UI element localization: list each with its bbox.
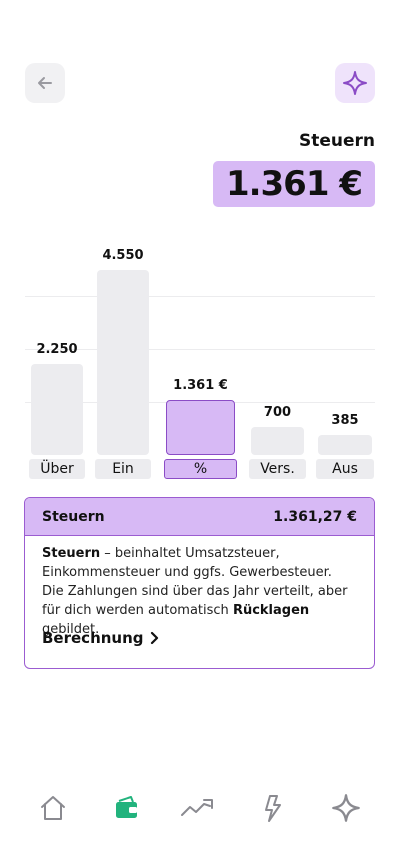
nav-wallet[interactable]	[108, 790, 144, 826]
back-button[interactable]	[25, 63, 65, 103]
nav-home[interactable]	[35, 790, 71, 826]
arrow-left-icon	[38, 77, 52, 89]
bar-value-label: 1.361 €	[173, 378, 228, 393]
category-tab[interactable]: %	[164, 459, 237, 479]
bar-3[interactable]	[251, 427, 304, 455]
desc-bold-term: Steuern	[42, 546, 101, 561]
home-icon	[41, 796, 65, 820]
trend-icon	[181, 799, 213, 816]
nav-bolt[interactable]	[255, 790, 291, 826]
bar-0[interactable]	[31, 364, 83, 455]
bolt-icon	[265, 795, 281, 822]
wallet-icon	[116, 796, 137, 818]
grid-line	[25, 349, 375, 350]
desc-text: – beinhaltet Umsatzsteuer, Einkommensteu…	[42, 546, 348, 618]
total-amount: 1.361 €	[212, 161, 375, 207]
card-amount: 1.361,27 €	[273, 508, 357, 525]
desc-bold-reserves: Rücklagen	[232, 603, 310, 618]
category-tab[interactable]: Vers.	[249, 459, 306, 479]
bar-value-label: 2.250	[36, 342, 78, 357]
card-description: Steuern – beinhaltet Umsatzsteuer, Einko…	[25, 536, 374, 639]
bar-2[interactable]	[166, 400, 235, 455]
info-card: Steuern 1.361,27 € Steuern – beinhaltet …	[24, 497, 375, 669]
bar-4[interactable]	[318, 435, 372, 455]
category-tab[interactable]: Über	[29, 459, 85, 479]
category-tab[interactable]: Aus	[316, 459, 374, 479]
calculation-link[interactable]: Berechnung	[42, 629, 160, 647]
bar-value-label: 385	[331, 413, 359, 428]
nav-trend[interactable]	[180, 790, 216, 826]
desc-text-end: gebildet.	[42, 622, 100, 637]
grid-line	[25, 296, 375, 297]
page-title: Steuern	[298, 131, 375, 151]
nav-sparkle[interactable]	[328, 790, 364, 826]
category-tab[interactable]: Ein	[95, 459, 151, 479]
sparkle-icon	[343, 71, 367, 95]
tax-bar-chart: 2.250 Über 4.550 Ein 1.361 €% 700 Vers. 385 Aus	[25, 240, 375, 485]
bar-1[interactable]	[97, 270, 149, 455]
bar-value-label: 4.550	[102, 248, 144, 263]
calculation-label: Berechnung	[42, 629, 144, 647]
card-header: Steuern 1.361,27 €	[25, 498, 374, 536]
card-title: Steuern	[42, 508, 105, 525]
chevron-right-icon	[150, 631, 158, 645]
bottom-nav	[0, 790, 400, 830]
sparkle-button[interactable]	[335, 63, 375, 103]
sparkle-icon	[332, 794, 360, 822]
bar-value-label: 700	[263, 405, 292, 420]
